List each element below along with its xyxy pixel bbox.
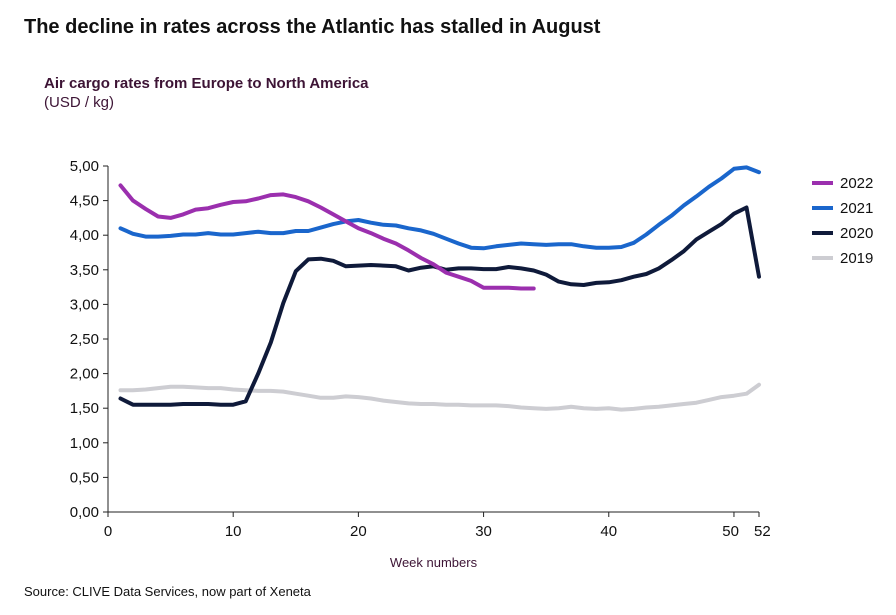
series-line-2019 <box>118 382 761 412</box>
legend-label-2020: 2020 <box>840 225 873 242</box>
x-tick-label: 52 <box>754 523 771 540</box>
y-tick-label: 4,50 <box>70 193 99 210</box>
series-line-2022 <box>118 183 536 291</box>
x-axis-ticks: 0 10 20 30 40 50 52 <box>104 512 771 540</box>
y-tick-label: 2,00 <box>70 366 99 383</box>
x-tick-label: 30 <box>475 523 492 540</box>
y-tick-label: 0,00 <box>70 504 99 521</box>
chart-title: Air cargo rates from Europe to North Ame… <box>44 75 369 92</box>
page-headline: The decline in rates across the Atlantic… <box>24 16 601 38</box>
series-line-2021 <box>118 165 761 251</box>
y-tick-label: 4,00 <box>70 227 99 244</box>
x-axis-label: Week numbers <box>390 555 478 570</box>
x-tick-label: 40 <box>600 523 617 540</box>
x-tick-label: 10 <box>225 523 242 540</box>
y-tick-label: 3,50 <box>70 262 99 279</box>
series-lines <box>118 165 761 412</box>
y-axis-ticks: 0,00 0,50 1,00 1,50 2,00 2,50 3,00 3,50 4,00 4,50… <box>70 158 108 521</box>
legend-label-2021: 2021 <box>840 200 873 217</box>
legend-label-2019: 2019 <box>840 250 873 267</box>
x-tick-label: 0 <box>104 523 112 540</box>
x-tick-label: 50 <box>722 523 739 540</box>
y-tick-label: 5,00 <box>70 158 99 175</box>
chart-legend: 2022 2021 2020 2019 <box>812 175 873 267</box>
chart-axes <box>107 166 759 513</box>
y-tick-label: 1,50 <box>70 400 99 417</box>
chart-subtitle: (USD / kg) <box>44 94 115 111</box>
y-tick-label: 1,00 <box>70 435 99 452</box>
source-note: Source: CLIVE Data Services, now part of… <box>24 584 311 599</box>
y-tick-label: 0,50 <box>70 469 99 486</box>
x-tick-label: 20 <box>350 523 367 540</box>
y-tick-label: 3,00 <box>70 296 99 313</box>
y-tick-label: 2,50 <box>70 331 99 348</box>
legend-label-2022: 2022 <box>840 175 873 192</box>
